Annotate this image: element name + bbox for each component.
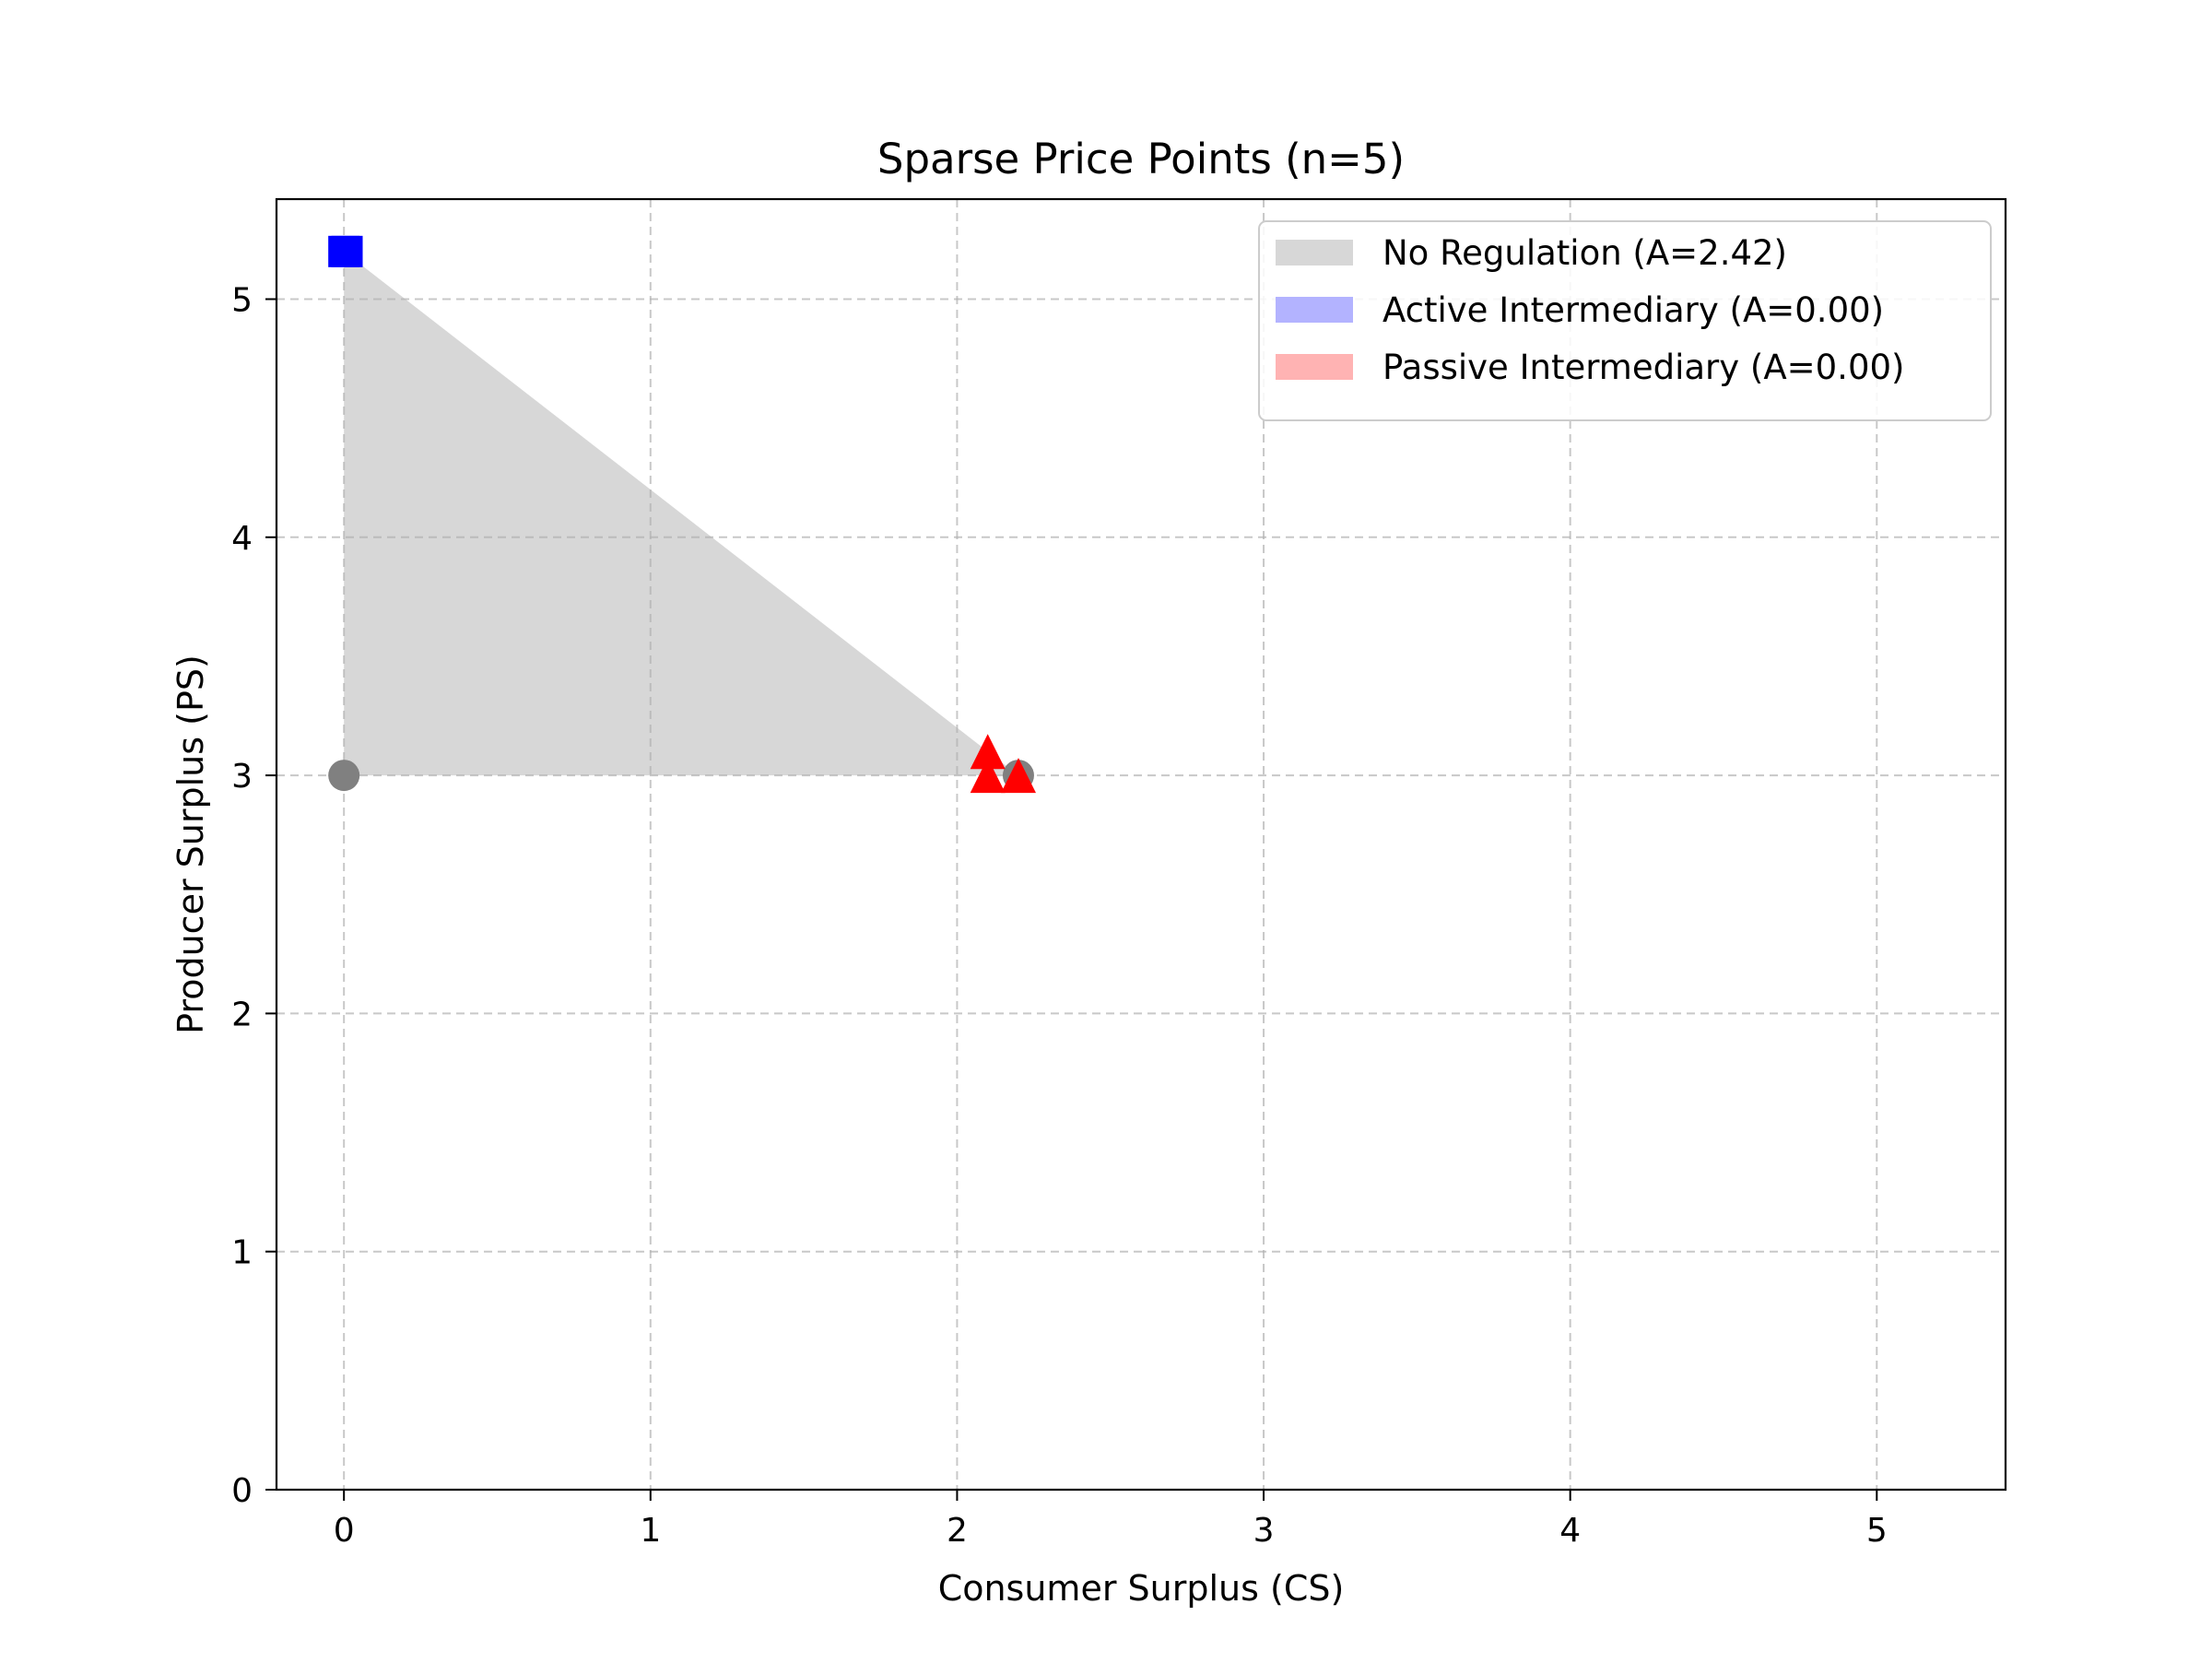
plot-frame (275, 197, 2007, 1492)
x-tick-label: 5 (1866, 1512, 1888, 1550)
legend-box (1258, 220, 1992, 421)
x-tick-label: 3 (1253, 1512, 1275, 1550)
chart-title: Sparse Price Points (n=5) (877, 135, 1405, 183)
triangle-marker (970, 734, 1006, 770)
legend-swatch (1276, 297, 1353, 323)
tick-layer: 0 1 2 3 4 5 0 1 2 3 4 5 (231, 281, 1888, 1550)
x-tick-label: 0 (334, 1512, 355, 1550)
legend-swatch (1276, 240, 1353, 265)
circle-marker (328, 760, 360, 792)
legend: No Regulation (A=2.42) Active Intermediar… (1258, 220, 1992, 421)
x-tick-label: 4 (1559, 1512, 1581, 1550)
y-tick-label: 1 (231, 1234, 253, 1272)
y-tick-label: 2 (231, 996, 253, 1033)
region-layer (344, 251, 1018, 776)
square-marker (331, 235, 363, 267)
y-tick-label: 3 (231, 758, 253, 796)
legend-label: Passive Intermediary (A=0.00) (1382, 348, 1904, 387)
legend-swatch (1276, 354, 1353, 380)
y-axis-label: Producer Surplus (PS) (171, 655, 211, 1034)
y-tick-label: 4 (231, 520, 253, 558)
legend-label: No Regulation (A=2.42) (1382, 233, 1787, 273)
triangle-marker (970, 758, 1006, 794)
x-tick-label: 2 (947, 1512, 968, 1550)
legend-label: Active Intermediary (A=0.00) (1382, 290, 1884, 330)
x-axis-label: Consumer Surplus (CS) (938, 1568, 1345, 1609)
region-1 (344, 251, 1018, 776)
x-tick-label: 1 (640, 1512, 661, 1550)
y-tick-label: 5 (231, 281, 253, 319)
marker-layer (328, 235, 1036, 794)
y-tick-label: 0 (231, 1472, 253, 1510)
triangle-marker (1001, 758, 1036, 794)
